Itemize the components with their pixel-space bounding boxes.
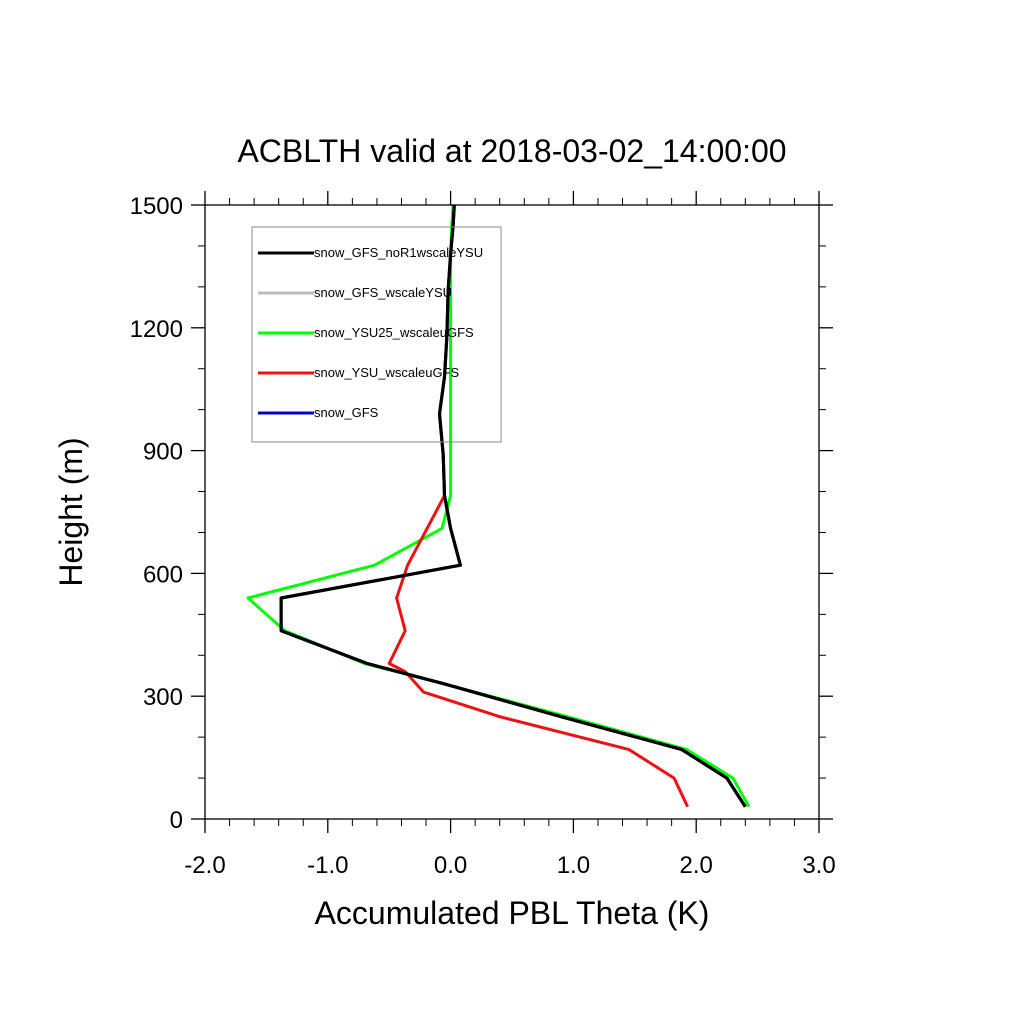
y-tick-label-2: 600 <box>143 561 183 588</box>
legend-label-0: snow_GFS_noR1wscaleYSU <box>314 245 483 260</box>
y-tick-label-4: 1200 <box>130 316 183 343</box>
y-axis-label: Height (m) <box>53 437 89 586</box>
series-line-2 <box>246 204 751 808</box>
x-axis-label: Accumulated PBL Theta (K) <box>315 895 710 931</box>
x-tick-label-4: 2.0 <box>680 852 713 879</box>
legend-label-1: snow_GFS_wscaleYSU <box>314 285 452 300</box>
legend-label-2: snow_YSU25_wscaleuGFS <box>314 325 474 340</box>
y-tick-label-0: 0 <box>170 807 183 834</box>
x-tick-label-2: 0.0 <box>434 852 467 879</box>
legend: snow_GFS_noR1wscaleYSU snow_GFS_wscaleYSU… <box>251 226 502 443</box>
y-tick-label-3: 900 <box>143 439 183 466</box>
series-layer <box>246 204 751 808</box>
x-tick-label-3: 1.0 <box>557 852 590 879</box>
legend-box <box>251 226 502 443</box>
chart-title: ACBLTH valid at 2018-03-02_14:00:00 <box>237 133 786 169</box>
x-tick-label-0: -2.0 <box>184 852 225 879</box>
legend-label-4: snow_GFS <box>314 405 379 420</box>
plot-frame <box>204 204 820 820</box>
legend-label-3: snow_YSU_wscaleuGFS <box>314 365 460 380</box>
y-tick-label-5: 1500 <box>130 193 183 220</box>
axes-layer: -2.0 -1.0 0.0 1.0 2.0 3.0 0 300 600 900 1200 1500 <box>130 191 836 879</box>
series-line-3 <box>387 494 689 808</box>
y-tick-label-1: 300 <box>143 684 183 711</box>
series-line-0 <box>279 204 747 808</box>
x-tick-label-1: -1.0 <box>307 852 348 879</box>
x-tick-label-5: 3.0 <box>802 852 835 879</box>
